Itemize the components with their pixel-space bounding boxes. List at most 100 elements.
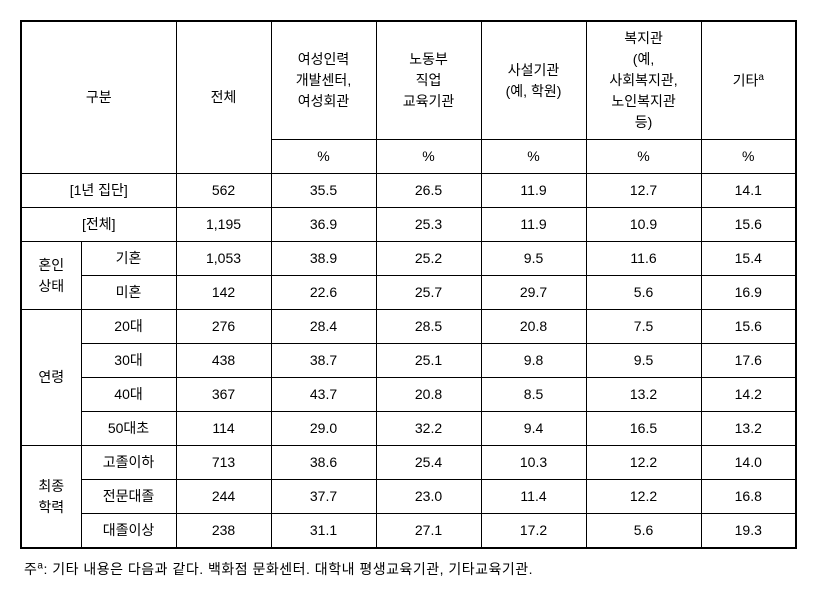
table-row: [1년 집단]56235.526.511.912.714.1 xyxy=(21,174,796,208)
table-row: 50대초11429.032.29.416.513.2 xyxy=(21,412,796,446)
table-row: 최종 학력고졸이하71338.625.410.312.214.0 xyxy=(21,446,796,480)
row-label: 대졸이상 xyxy=(81,514,176,549)
cell-v1: 35.5 xyxy=(271,174,376,208)
cell-v1: 38.7 xyxy=(271,344,376,378)
cell-total: 142 xyxy=(176,276,271,310)
cell-v4: 10.9 xyxy=(586,208,701,242)
cell-v4: 5.6 xyxy=(586,514,701,549)
cell-total: 438 xyxy=(176,344,271,378)
cell-v3: 11.4 xyxy=(481,480,586,514)
header-pct-3: % xyxy=(481,140,586,174)
header-pct-4: % xyxy=(586,140,701,174)
row-label: 기혼 xyxy=(81,242,176,276)
header-col2: 노동부 직업 교육기관 xyxy=(376,21,481,140)
header-category: 구분 xyxy=(21,21,176,174)
cell-v4: 16.5 xyxy=(586,412,701,446)
row-group: 연령 xyxy=(21,310,81,446)
cell-v4: 13.2 xyxy=(586,378,701,412)
row-label: 20대 xyxy=(81,310,176,344)
cell-v1: 29.0 xyxy=(271,412,376,446)
cell-v1: 38.6 xyxy=(271,446,376,480)
header-pct-5: % xyxy=(701,140,796,174)
cell-v5: 15.6 xyxy=(701,208,796,242)
cell-v4: 5.6 xyxy=(586,276,701,310)
cell-v2: 28.5 xyxy=(376,310,481,344)
cell-v2: 23.0 xyxy=(376,480,481,514)
table-header: 구분 전체 여성인력 개발센터, 여성회관 노동부 직업 교육기관 사설기관 (… xyxy=(21,21,796,174)
footnote: 주a: 기타 내용은 다음과 같다. 백화점 문화센터. 대학내 평생교육기관,… xyxy=(20,559,795,579)
footnote-prefix: 주 xyxy=(24,561,37,577)
row-group: 혼인 상태 xyxy=(21,242,81,310)
cell-v1: 38.9 xyxy=(271,242,376,276)
cell-v2: 25.3 xyxy=(376,208,481,242)
cell-v2: 25.2 xyxy=(376,242,481,276)
table-body: [1년 집단]56235.526.511.912.714.1[전체]1,1953… xyxy=(21,174,796,549)
cell-v3: 9.5 xyxy=(481,242,586,276)
footnote-text: : 기타 내용은 다음과 같다. 백화점 문화센터. 대학내 평생교육기관, 기… xyxy=(43,561,533,577)
cell-v3: 11.9 xyxy=(481,174,586,208)
cell-v3: 20.8 xyxy=(481,310,586,344)
header-col3: 사설기관 (예, 학원) xyxy=(481,21,586,140)
cell-v3: 11.9 xyxy=(481,208,586,242)
cell-total: 276 xyxy=(176,310,271,344)
cell-v5: 13.2 xyxy=(701,412,796,446)
cell-total: 244 xyxy=(176,480,271,514)
table-row: 대졸이상23831.127.117.25.619.3 xyxy=(21,514,796,549)
header-col1: 여성인력 개발센터, 여성회관 xyxy=(271,21,376,140)
cell-v1: 43.7 xyxy=(271,378,376,412)
cell-v3: 10.3 xyxy=(481,446,586,480)
table-row: 연령20대27628.428.520.87.515.6 xyxy=(21,310,796,344)
cell-v5: 16.8 xyxy=(701,480,796,514)
cell-v5: 16.9 xyxy=(701,276,796,310)
table-row: 전문대졸24437.723.011.412.216.8 xyxy=(21,480,796,514)
data-table: 구분 전체 여성인력 개발센터, 여성회관 노동부 직업 교육기관 사설기관 (… xyxy=(20,20,797,549)
cell-v4: 11.6 xyxy=(586,242,701,276)
cell-v3: 29.7 xyxy=(481,276,586,310)
cell-total: 367 xyxy=(176,378,271,412)
row-label: 40대 xyxy=(81,378,176,412)
cell-v3: 8.5 xyxy=(481,378,586,412)
header-col5-text: 기타 xyxy=(733,72,759,88)
row-label: [전체] xyxy=(21,208,176,242)
table-row: 혼인 상태기혼1,05338.925.29.511.615.4 xyxy=(21,242,796,276)
cell-v4: 12.7 xyxy=(586,174,701,208)
cell-v2: 25.7 xyxy=(376,276,481,310)
cell-v2: 26.5 xyxy=(376,174,481,208)
cell-v4: 7.5 xyxy=(586,310,701,344)
cell-v2: 27.1 xyxy=(376,514,481,549)
row-label: 미혼 xyxy=(81,276,176,310)
cell-v4: 12.2 xyxy=(586,446,701,480)
cell-total: 1,195 xyxy=(176,208,271,242)
header-pct-2: % xyxy=(376,140,481,174)
table-row: 40대36743.720.88.513.214.2 xyxy=(21,378,796,412)
table-row: 미혼14222.625.729.75.616.9 xyxy=(21,276,796,310)
cell-v1: 36.9 xyxy=(271,208,376,242)
row-label: [1년 집단] xyxy=(21,174,176,208)
cell-v3: 9.4 xyxy=(481,412,586,446)
cell-v3: 9.8 xyxy=(481,344,586,378)
cell-v1: 28.4 xyxy=(271,310,376,344)
cell-v5: 14.1 xyxy=(701,174,796,208)
cell-v5: 15.6 xyxy=(701,310,796,344)
table-row: 30대43838.725.19.89.517.6 xyxy=(21,344,796,378)
header-col5: 기타a xyxy=(701,21,796,140)
header-pct-1: % xyxy=(271,140,376,174)
cell-v1: 31.1 xyxy=(271,514,376,549)
cell-total: 713 xyxy=(176,446,271,480)
cell-total: 1,053 xyxy=(176,242,271,276)
cell-v4: 9.5 xyxy=(586,344,701,378)
row-label: 50대초 xyxy=(81,412,176,446)
row-label: 고졸이하 xyxy=(81,446,176,480)
cell-v5: 14.0 xyxy=(701,446,796,480)
cell-v1: 22.6 xyxy=(271,276,376,310)
cell-v2: 32.2 xyxy=(376,412,481,446)
cell-v5: 14.2 xyxy=(701,378,796,412)
cell-v2: 20.8 xyxy=(376,378,481,412)
cell-v5: 15.4 xyxy=(701,242,796,276)
header-col4: 복지관 (예, 사회복지관, 노인복지관 등) xyxy=(586,21,701,140)
cell-v5: 17.6 xyxy=(701,344,796,378)
row-label: 전문대졸 xyxy=(81,480,176,514)
cell-v5: 19.3 xyxy=(701,514,796,549)
cell-v4: 12.2 xyxy=(586,480,701,514)
cell-v3: 17.2 xyxy=(481,514,586,549)
